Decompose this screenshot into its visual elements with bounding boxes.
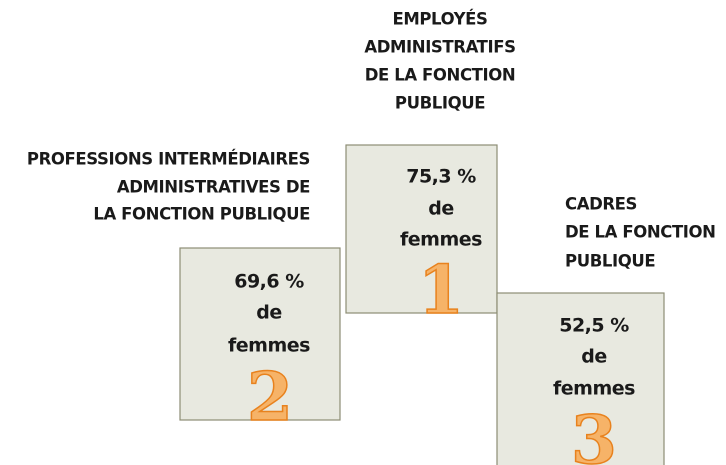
label-line: DE LA FONCTION bbox=[365, 66, 516, 85]
label-line: CADRES bbox=[565, 195, 637, 214]
podium-box bbox=[345, 144, 498, 314]
label-line: ADMINISTRATIFS bbox=[364, 38, 515, 57]
label-line: PROFESSIONS INTERMÉDIAIRES bbox=[27, 150, 310, 169]
label-line: PUBLIQUE bbox=[565, 252, 655, 271]
value-text: femmes bbox=[400, 229, 482, 251]
percentage: 69,6 % bbox=[234, 271, 304, 293]
rank-number: 1 bbox=[418, 251, 464, 329]
label-line: DE LA FONCTION bbox=[565, 223, 716, 242]
podium-box bbox=[179, 247, 341, 421]
value-text: de bbox=[428, 198, 454, 220]
value-text: de bbox=[581, 346, 607, 368]
label-line: ADMINISTRATIVES DE bbox=[117, 178, 310, 197]
label-line: PUBLIQUE bbox=[395, 94, 485, 113]
value-text: de bbox=[256, 302, 282, 324]
label-line: EMPLOYÉS bbox=[392, 10, 487, 29]
value-text: femmes bbox=[553, 378, 635, 400]
value-text: femmes bbox=[228, 335, 310, 357]
percentage: 52,5 % bbox=[559, 315, 629, 337]
rank-number: 2 bbox=[247, 358, 293, 436]
rank-number: 3 bbox=[571, 401, 617, 465]
podium-box bbox=[496, 292, 665, 465]
label-line: LA FONCTION PUBLIQUE bbox=[93, 205, 310, 224]
percentage: 75,3 % bbox=[406, 166, 476, 188]
